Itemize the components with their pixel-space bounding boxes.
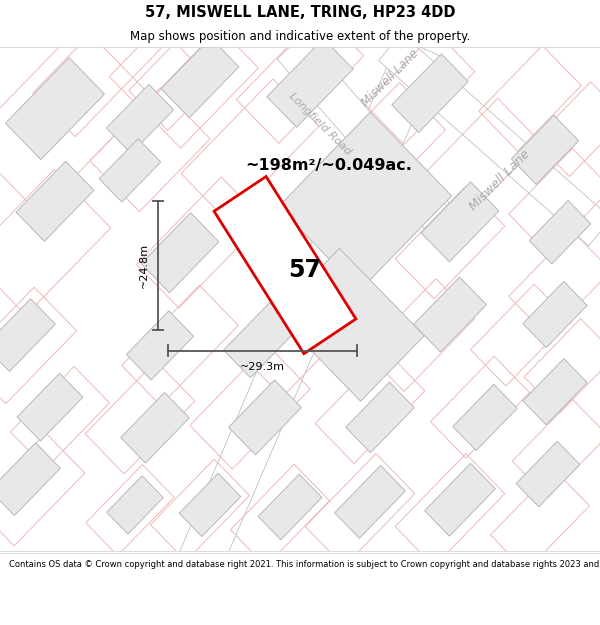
Polygon shape [127, 311, 194, 380]
Text: Map shows position and indicative extent of the property.: Map shows position and indicative extent… [130, 30, 470, 43]
Text: 57: 57 [289, 258, 322, 282]
Text: Contains OS data © Crown copyright and database right 2021. This information is : Contains OS data © Crown copyright and d… [9, 560, 600, 569]
Polygon shape [5, 58, 104, 159]
Text: Miswell Lane: Miswell Lane [467, 148, 533, 214]
Polygon shape [121, 392, 189, 463]
Polygon shape [523, 359, 587, 425]
Polygon shape [425, 463, 496, 536]
Polygon shape [161, 38, 239, 118]
Polygon shape [0, 299, 55, 371]
Polygon shape [421, 182, 499, 262]
Polygon shape [141, 213, 219, 292]
Text: ~29.3m: ~29.3m [240, 362, 285, 372]
Polygon shape [17, 373, 83, 441]
Text: Miswell Lane: Miswell Lane [359, 47, 421, 109]
Polygon shape [258, 474, 322, 540]
Polygon shape [0, 442, 61, 516]
Polygon shape [392, 54, 468, 132]
Polygon shape [224, 302, 296, 378]
Text: 57, MISWELL LANE, TRING, HP23 4DD: 57, MISWELL LANE, TRING, HP23 4DD [145, 5, 455, 20]
Polygon shape [16, 161, 94, 241]
Polygon shape [99, 139, 161, 202]
Polygon shape [106, 84, 173, 154]
Polygon shape [179, 473, 241, 537]
Polygon shape [107, 476, 163, 534]
Polygon shape [413, 277, 487, 352]
Polygon shape [523, 281, 587, 348]
Text: ~198m²/~0.049ac.: ~198m²/~0.049ac. [245, 158, 412, 172]
Text: ~24.8m: ~24.8m [139, 243, 149, 288]
Polygon shape [179, 38, 440, 571]
Polygon shape [379, 33, 600, 246]
Polygon shape [278, 112, 452, 291]
Polygon shape [335, 466, 406, 538]
Polygon shape [529, 201, 591, 264]
Text: Longfield Road: Longfield Road [287, 91, 353, 157]
Polygon shape [267, 39, 353, 127]
Polygon shape [229, 380, 301, 455]
Polygon shape [511, 115, 578, 184]
Polygon shape [453, 384, 517, 451]
Polygon shape [346, 382, 414, 452]
Polygon shape [276, 248, 424, 401]
Polygon shape [214, 176, 356, 354]
Polygon shape [277, 35, 473, 254]
Polygon shape [516, 441, 580, 507]
